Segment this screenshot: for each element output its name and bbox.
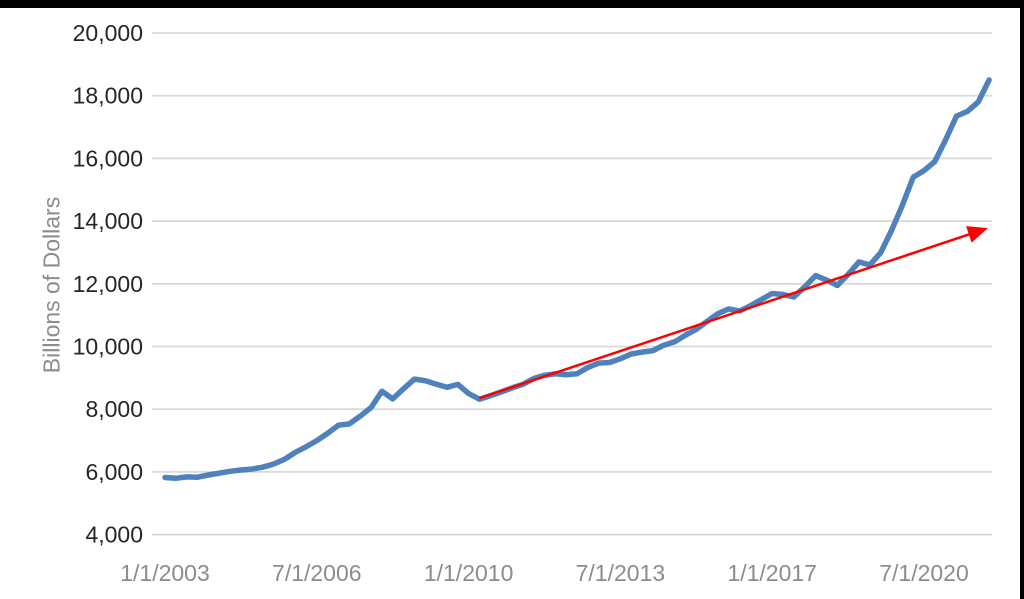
x-tick-label: 7/1/2020 — [879, 560, 969, 586]
y-tick-label: 12,000 — [73, 271, 143, 297]
y-tick-label: 16,000 — [73, 145, 143, 171]
x-axis-tick-labels: 1/1/2003 7/1/2006 1/1/2010 7/1/2013 1/1/2017… — [120, 560, 969, 586]
x-tick-label: 1/1/2010 — [424, 560, 514, 586]
y-axis-tick-labels: 20,000 18,000 16,000 14,000 12,000 10,000 8,00… — [73, 20, 143, 548]
x-tick-label: 7/1/2006 — [272, 560, 362, 586]
data-series — [162, 77, 992, 482]
gridlines — [152, 32, 992, 536]
data-series-line — [162, 77, 992, 482]
window-right-border — [1020, 0, 1024, 599]
y-tick-label: 6,000 — [85, 459, 143, 485]
y-tick-label: 8,000 — [85, 396, 143, 422]
x-tick-label: 1/1/2003 — [120, 560, 210, 586]
x-tick-label: 1/1/2017 — [727, 560, 817, 586]
x-tick-label: 7/1/2013 — [576, 560, 666, 586]
trend-arrow — [479, 226, 988, 400]
y-tick-label: 20,000 — [73, 20, 143, 46]
window-top-border — [0, 0, 1024, 8]
y-tick-label: 4,000 — [85, 522, 143, 548]
trend-arrow-line — [479, 226, 988, 400]
y-axis-title: Billions of Dollars — [38, 196, 65, 374]
y-tick-label: 10,000 — [73, 334, 143, 360]
y-tick-label: 18,000 — [73, 83, 143, 109]
y-tick-label: 14,000 — [73, 208, 143, 234]
